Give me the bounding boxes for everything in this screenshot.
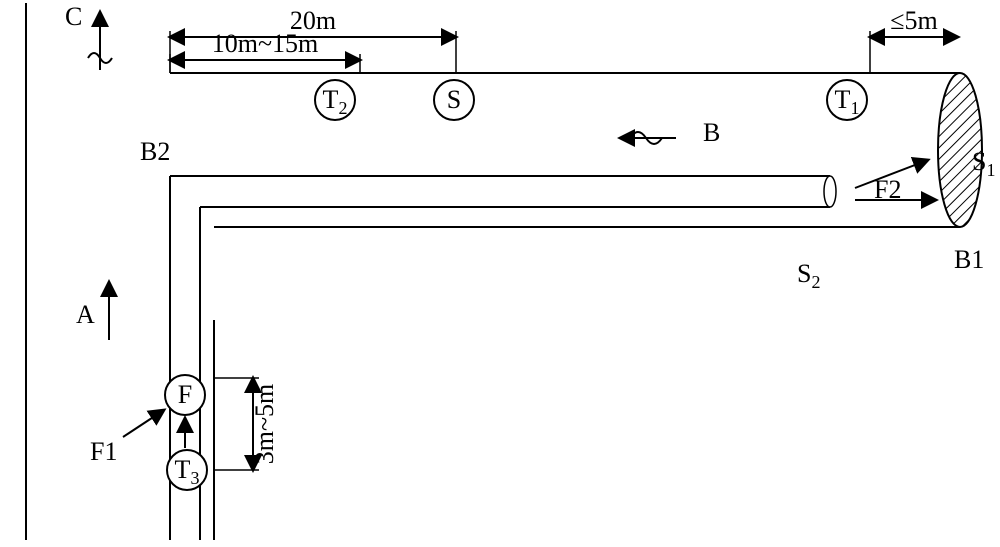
node-s-label: S bbox=[447, 85, 461, 114]
duct-end-s2 bbox=[824, 176, 836, 207]
label-s1: S1 bbox=[972, 147, 995, 180]
dim-3-5m-label: 3m~5m bbox=[250, 384, 279, 465]
arrow-f1 bbox=[123, 410, 164, 437]
diagram-canvas: 20m10m~15m≤5m3m~5mT2ST1FT3CABB2B1S1S2F1F… bbox=[0, 0, 1000, 547]
label-c: C bbox=[65, 2, 82, 31]
label-s2: S2 bbox=[797, 259, 820, 292]
dim-le5m-label: ≤5m bbox=[890, 6, 938, 35]
label-b1: B1 bbox=[954, 245, 984, 274]
label-f1: F1 bbox=[90, 437, 117, 466]
label-b2: B2 bbox=[140, 137, 170, 166]
label-a: A bbox=[76, 300, 95, 329]
dim-10-15m-label: 10m~15m bbox=[212, 29, 319, 58]
node-f-label: F bbox=[178, 380, 192, 409]
label-b: B bbox=[703, 118, 720, 147]
